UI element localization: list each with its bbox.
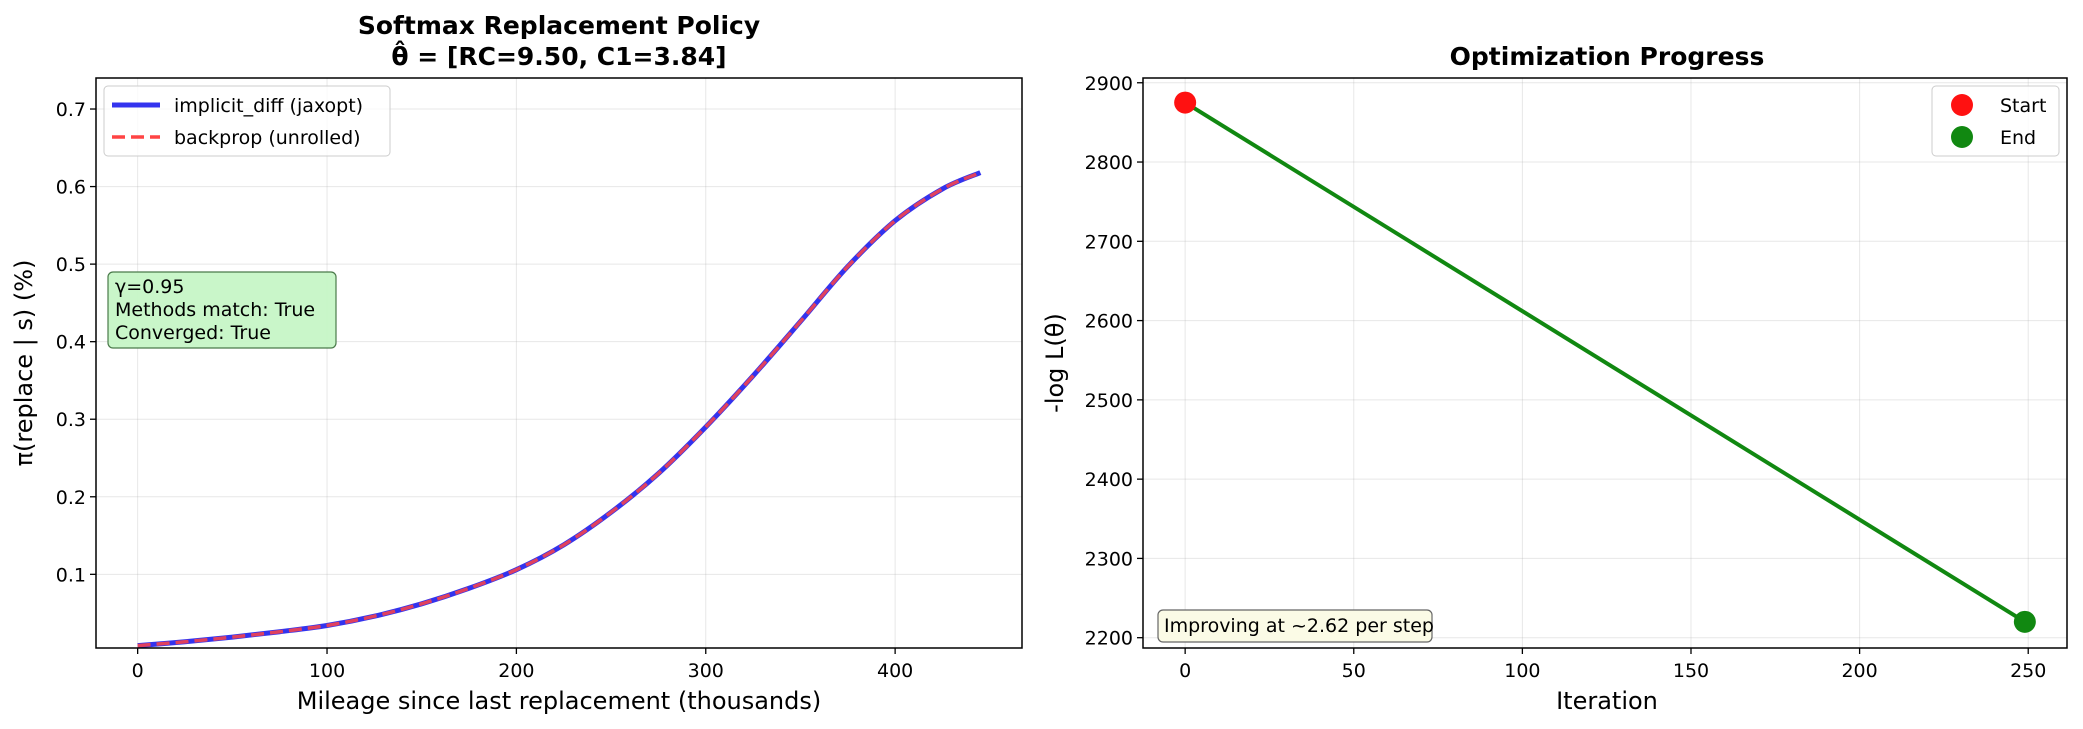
optimization-chart-title: Optimization Progress	[1450, 42, 1765, 71]
legend-label-start: Start	[2000, 95, 2046, 117]
x-tick-label: 200	[1841, 660, 1877, 682]
optimization-chart: Optimization Progress 0 50 100 150 200 250 220…	[1041, 42, 2068, 715]
legend-label-backprop: backprop (unrolled)	[174, 127, 361, 149]
optimization-chart-ylabel: -log L(θ)	[1041, 313, 1069, 413]
y-tick-label: 2200	[1085, 628, 1133, 650]
y-tick-label: 2900	[1085, 73, 1133, 95]
x-tick-label: 0	[132, 660, 144, 682]
policy-chart-xlabel: Mileage since last replacement (thousand…	[297, 687, 822, 715]
x-tick-label: 200	[498, 660, 534, 682]
policy-chart-annotation: γ=0.95 Methods match: True Converged: Tr…	[107, 271, 337, 349]
policy-chart: Softmax Replacement Policy θ̂ = [RC=9.50…	[10, 11, 1023, 715]
annotation-gamma: γ=0.95	[115, 276, 184, 298]
y-tick-label: 0.1	[56, 564, 86, 586]
improvement-text: Improving at ~2.62 per step	[1164, 615, 1434, 637]
y-tick-label: 0.4	[56, 332, 86, 354]
policy-chart-frame	[95, 77, 1023, 649]
legend-label-end: End	[2000, 127, 2036, 149]
point-start	[1174, 91, 1197, 114]
policy-chart-ylabel: π(replace | s) (%)	[10, 260, 38, 467]
x-tick-label: 0	[1179, 660, 1191, 682]
y-tick-label: 0.2	[56, 487, 86, 509]
y-tick-label: 0.6	[56, 177, 86, 199]
x-tick-label: 250	[2010, 660, 2046, 682]
x-tick-label: 150	[1673, 660, 1709, 682]
point-end	[2013, 610, 2036, 633]
y-tick-label: 2800	[1085, 152, 1133, 174]
x-tick-label: 100	[309, 660, 345, 682]
legend-label-implicit-diff: implicit_diff (jaxopt)	[174, 95, 363, 117]
policy-chart-legend: implicit_diff (jaxopt) backprop (unrolle…	[103, 85, 391, 157]
legend-marker-end	[1951, 126, 1973, 148]
x-tick-label: 50	[1342, 660, 1366, 682]
optimization-chart-frame	[1142, 77, 2068, 649]
y-tick-label: 2500	[1085, 390, 1133, 412]
optimization-chart-ticks: 0 50 100 150 200 250 2200 2300 2400 2500 2600 2700 2…	[1085, 73, 2047, 682]
y-tick-label: 2600	[1085, 311, 1133, 333]
annotation-box	[107, 271, 337, 349]
improvement-box	[1157, 609, 1433, 643]
policy-chart-subtitle: θ̂ = [RC=9.50, C1=3.84]	[391, 40, 726, 71]
optimization-chart-xlabel: Iteration	[1556, 687, 1658, 715]
y-tick-label: 2700	[1085, 231, 1133, 253]
policy-chart-ticks: 0 100 200 300 400 0.1 0.2 0.3 0.4 0.5 0.6 0.7	[56, 99, 913, 682]
policy-chart-title: Softmax Replacement Policy	[358, 11, 760, 40]
y-tick-label: 0.3	[56, 409, 86, 431]
series-line-1-0	[1184, 100, 2026, 624]
optimization-chart-annotation: Improving at ~2.62 per step	[1157, 609, 1434, 643]
y-tick-label: 0.7	[56, 99, 86, 121]
optimization-chart-series	[1174, 91, 2036, 633]
x-tick-label: 100	[1504, 660, 1540, 682]
policy-chart-grid	[96, 78, 1022, 648]
annotation-converged: Converged: True	[115, 322, 271, 344]
x-tick-label: 300	[688, 660, 724, 682]
optimization-chart-legend: Start End	[1931, 85, 2060, 157]
policy-chart-series	[137, 170, 982, 649]
y-tick-label: 2300	[1085, 548, 1133, 570]
y-tick-label: 2400	[1085, 469, 1133, 491]
series-line-0-1	[137, 170, 982, 648]
y-tick-label: 0.5	[56, 254, 86, 276]
annotation-methods-match: Methods match: True	[115, 299, 315, 321]
legend-marker-start	[1951, 94, 1973, 116]
x-tick-label: 400	[877, 660, 913, 682]
